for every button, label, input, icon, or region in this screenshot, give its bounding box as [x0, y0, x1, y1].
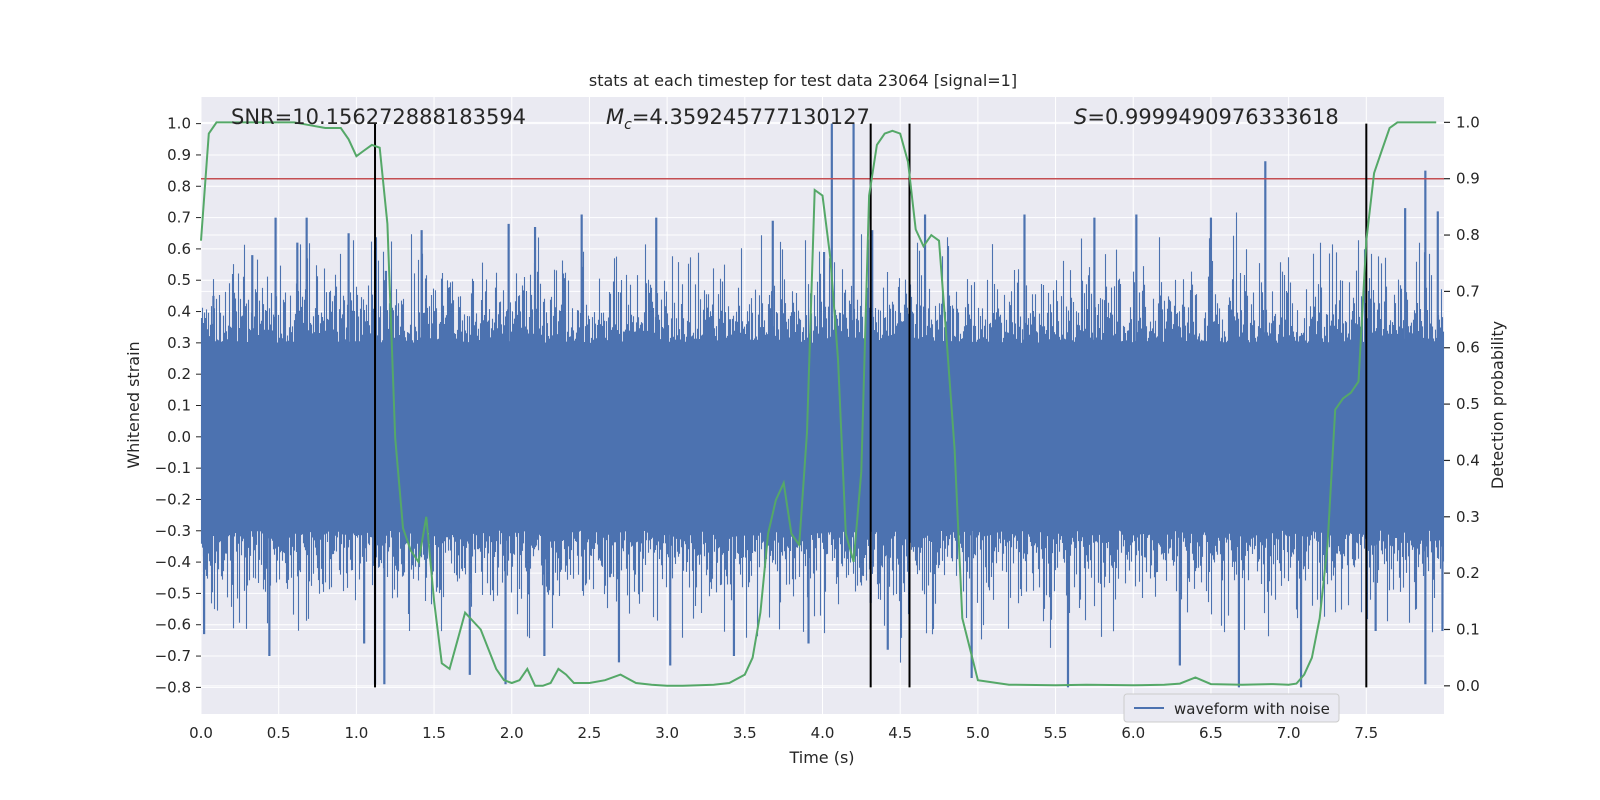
x-axis-label: Time (s) — [788, 748, 854, 767]
y-right-tick-label: 0.4 — [1456, 451, 1480, 469]
x-tick-label: 3.5 — [733, 724, 757, 742]
chirp-mass-value: =4.359245777130127 — [632, 105, 870, 129]
chirp-mass-annotation: Mc=4.359245777130127 — [606, 105, 870, 133]
legend: waveform with noise — [1123, 693, 1340, 723]
legend-label: waveform with noise — [1174, 700, 1330, 718]
x-tick-label: 6.5 — [1199, 724, 1223, 742]
y-right-tick-label: 0.6 — [1456, 339, 1480, 357]
x-tick-label: 1.5 — [422, 724, 446, 742]
y-right-tick-label: 0.8 — [1456, 226, 1480, 244]
detection-vertical-lines — [374, 123, 1368, 688]
x-tick-label: 6.0 — [1121, 724, 1145, 742]
y-left-tick-label: 0.8 — [167, 177, 191, 195]
y-right-tick-label: 0.7 — [1456, 282, 1480, 300]
y-axis-left-ticks: 1.0 0.9 0.8 0.7 0.6 0.5 0.4 0.3 0.2 0.1 0.0 −0.1 −0.… — [155, 115, 201, 696]
y-left-tick-label: 0.4 — [167, 303, 191, 321]
y-left-tick-label: −0.3 — [155, 522, 191, 540]
snr-annotation: SNR=10.156272888183594 — [231, 105, 526, 129]
y-right-tick-label: 0.1 — [1456, 620, 1480, 638]
y-left-tick-label: 0.6 — [167, 240, 191, 258]
y-left-tick-label: 0.9 — [167, 146, 191, 164]
y-left-tick-label: −0.7 — [155, 647, 191, 665]
x-tick-label: 2.5 — [578, 724, 602, 742]
s-annotation: S=0.9999490976333618 — [1074, 105, 1339, 129]
y-left-tick-label: −0.4 — [155, 553, 191, 571]
y-left-tick-label: 0.7 — [167, 209, 191, 227]
y-left-tick-label: −0.6 — [155, 616, 191, 634]
x-tick-label: 1.0 — [344, 724, 368, 742]
chart-title: stats at each timestep for test data 230… — [589, 71, 1017, 90]
y-right-tick-label: 1.0 — [1456, 113, 1480, 131]
y-left-tick-label: −0.1 — [155, 459, 191, 477]
x-tick-label: 7.5 — [1354, 724, 1378, 742]
chirp-mass-subscript: c — [624, 117, 632, 133]
y-axis-left-label: Whitened strain — [124, 341, 143, 468]
y-left-tick-label: 0.2 — [167, 365, 191, 383]
y-right-tick-label: 0.3 — [1456, 508, 1480, 526]
x-tick-label: 5.5 — [1044, 724, 1068, 742]
y-left-tick-label: 0.0 — [167, 428, 191, 446]
legend-box — [1123, 693, 1340, 723]
x-tick-label: 4.0 — [811, 724, 835, 742]
x-tick-label: 7.0 — [1277, 724, 1301, 742]
y-left-tick-label: 0.5 — [167, 271, 191, 289]
y-right-tick-label: 0.0 — [1456, 677, 1480, 695]
y-right-tick-label: 0.5 — [1456, 395, 1480, 413]
y-right-tick-label: 0.9 — [1456, 170, 1480, 188]
y-left-tick-label: −0.8 — [155, 678, 191, 696]
x-tick-label: 2.0 — [500, 724, 524, 742]
x-tick-label: 5.0 — [966, 724, 990, 742]
y-left-tick-label: 0.1 — [167, 397, 191, 415]
waveform-series — [200, 123, 1445, 688]
x-axis-ticks: 0.0 0.5 1.0 1.5 2.0 2.5 3.0 3.5 4.0 4.5 5.0 5.5 6.0 6… — [189, 724, 1378, 742]
y-left-tick-label: 1.0 — [167, 115, 191, 133]
y-axis-right-label: Detection probability — [1488, 321, 1507, 489]
x-tick-label: 0.0 — [189, 724, 213, 742]
x-tick-label: 0.5 — [267, 724, 291, 742]
y-left-tick-label: 0.3 — [167, 334, 191, 352]
y-axis-right-ticks: 1.0 0.9 0.8 0.7 0.6 0.5 0.4 0.3 0.2 0.1 0.0 — [1444, 113, 1480, 695]
y-left-tick-label: −0.2 — [155, 490, 191, 508]
s-value: =0.9999490976333618 — [1087, 105, 1338, 129]
waveform-noise-band — [200, 212, 1445, 663]
x-tick-label: 4.5 — [888, 724, 912, 742]
x-tick-label: 3.0 — [655, 724, 679, 742]
detection-probability-line — [200, 121, 1437, 687]
y-left-tick-label: −0.5 — [155, 584, 191, 602]
chirp-mass-symbol: M — [606, 105, 624, 129]
s-symbol: S — [1074, 105, 1087, 129]
y-right-tick-label: 0.2 — [1456, 564, 1480, 582]
